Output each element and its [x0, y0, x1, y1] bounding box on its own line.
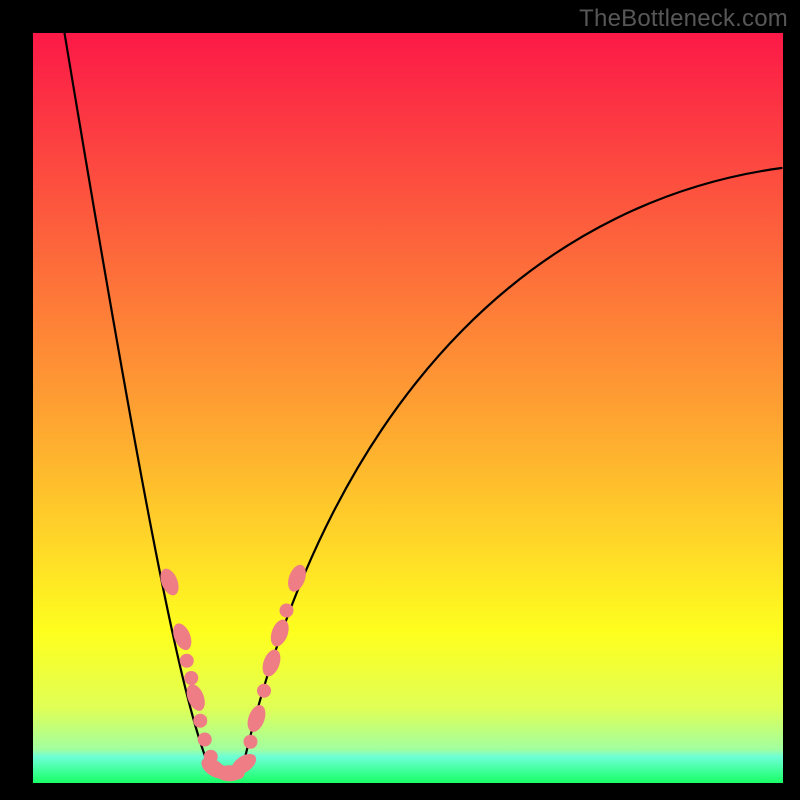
bead-dot: [257, 684, 271, 698]
bead-capsule: [267, 617, 292, 649]
bead-dot: [180, 654, 194, 668]
bead-dot: [214, 765, 228, 779]
curve-overlay-svg: [0, 0, 800, 800]
chart-container: TheBottleneck.com: [0, 0, 800, 800]
bead-dot: [204, 750, 218, 764]
bead-capsule: [259, 647, 284, 679]
bead-dot: [280, 604, 294, 618]
bead-capsule: [285, 562, 310, 594]
bead-dot: [231, 766, 245, 780]
bead-dot: [193, 714, 207, 728]
watermark-text: TheBottleneck.com: [579, 5, 788, 33]
bead-dot: [244, 735, 258, 749]
bead-dot: [198, 733, 212, 747]
bead-capsule: [244, 703, 269, 735]
bead-dot: [184, 671, 198, 685]
